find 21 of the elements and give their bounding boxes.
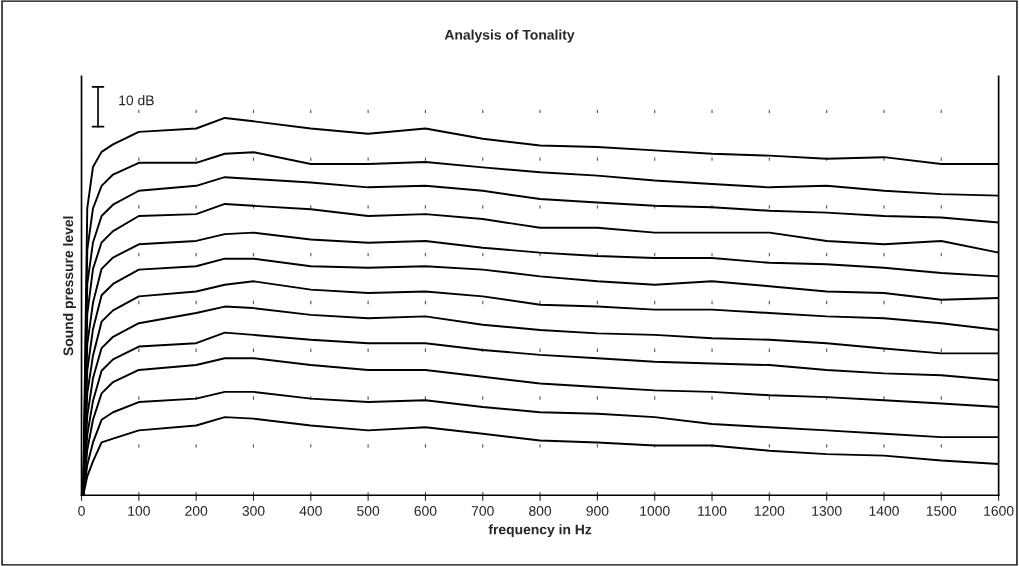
x-tick-label: 400 xyxy=(299,506,322,516)
x-tick-label: 900 xyxy=(586,506,609,516)
x-tick-label: 1100 xyxy=(698,506,727,516)
x-tick-label: 1600 xyxy=(984,506,1014,516)
chart-title: Analysis of Tonality xyxy=(444,29,575,43)
x-tick-label: 1400 xyxy=(869,506,899,516)
x-tick-label: 300 xyxy=(242,506,265,516)
x-tick-label: 100 xyxy=(128,506,150,516)
y-axis-title: Sound pressure level xyxy=(63,216,76,356)
text: 10 dB xyxy=(119,95,154,106)
x-tick-label: 600 xyxy=(414,506,437,516)
x-tick-label: 500 xyxy=(357,506,380,516)
x-tick-label: 1000 xyxy=(640,506,670,516)
x-axis-title: frequency in Hz xyxy=(488,524,592,538)
x-tick-label: 1500 xyxy=(926,506,957,516)
x-tick-label: 200 xyxy=(185,506,208,516)
x-tick-label: 800 xyxy=(529,506,552,516)
x-tick-label: 1300 xyxy=(812,506,842,516)
x-tick-label: 1200 xyxy=(754,506,785,516)
x-tick-label: 0 xyxy=(78,506,85,516)
x-tick-label: 700 xyxy=(471,506,494,516)
